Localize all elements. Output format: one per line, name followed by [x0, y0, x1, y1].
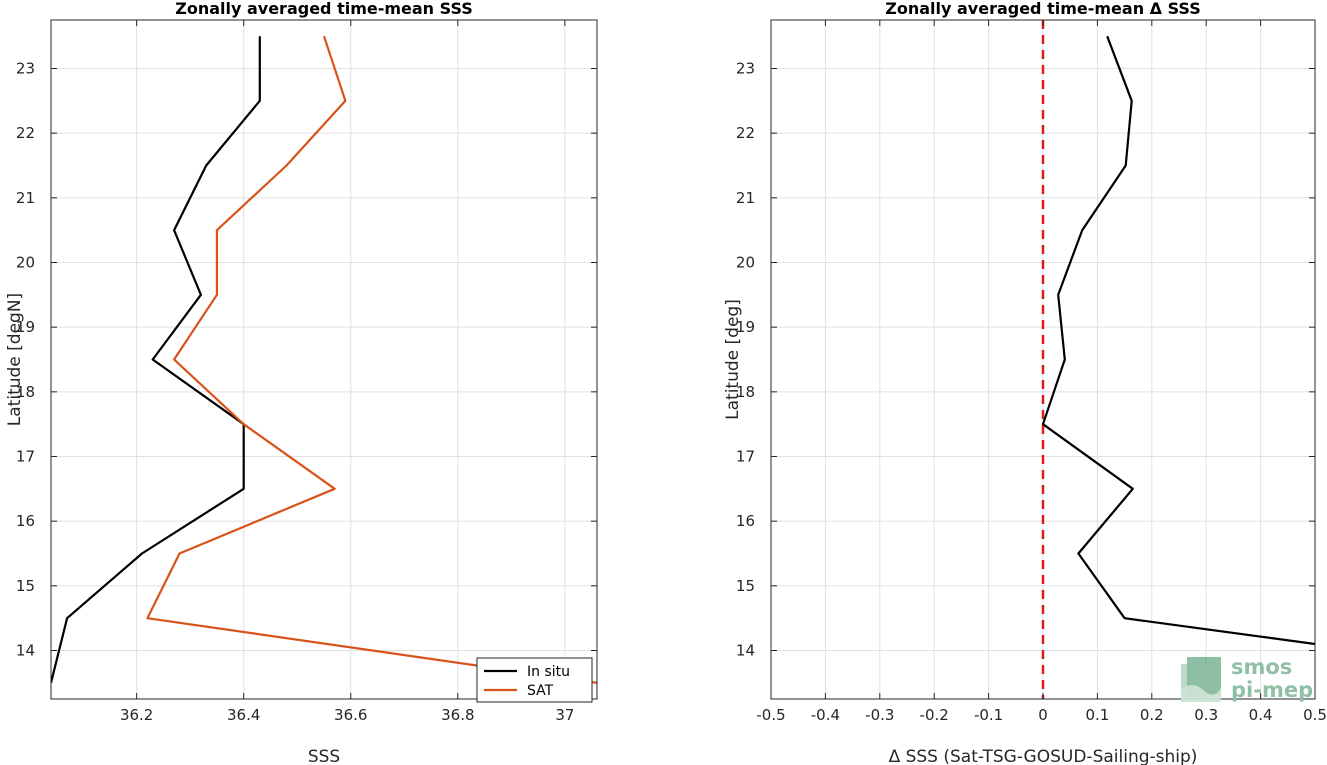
x-tick-label: 0.4 — [1249, 706, 1273, 724]
axes-box — [50, 19, 598, 700]
y-tick-label: 17 — [736, 448, 755, 466]
x-tick-label: 0.1 — [1085, 706, 1109, 724]
plot-area — [51, 20, 597, 699]
y-tick-label: 20 — [736, 254, 755, 272]
legend-entry: SAT — [527, 683, 554, 699]
series-line-in-situ — [51, 36, 261, 684]
y-tick-label: 15 — [16, 577, 35, 595]
series-line-sat — [146, 35, 597, 684]
left-panel-sss: 36.2 36.4 36.6 36.8 37 14 15 16 17 18 19 20 21 22 23 Zo… — [5, 0, 598, 765]
y-tick-label: 23 — [736, 60, 755, 78]
y-tick-label: 22 — [736, 124, 755, 142]
y-tick-label: 15 — [736, 577, 755, 595]
chart-title: Zonally averaged time-mean SSS — [175, 0, 473, 18]
x-tick-label: -0.4 — [811, 706, 840, 724]
y-tick-label: 20 — [16, 254, 35, 272]
y-tick-label: 14 — [736, 642, 755, 660]
y-tick-label: 21 — [16, 189, 35, 207]
chart-title: Zonally averaged time-mean Δ SSS — [885, 0, 1201, 18]
y-tick-label: 22 — [16, 124, 35, 142]
x-tick-label: 0.3 — [1194, 706, 1218, 724]
y-axis-label: Latitude [degN] — [5, 293, 25, 426]
y-tick-label: 14 — [16, 642, 35, 660]
x-tick-label: 36.2 — [120, 706, 153, 724]
y-tick-label: 19 — [736, 318, 755, 336]
x-axis-label: SSS — [308, 747, 340, 765]
y-tick-label: 19 — [16, 318, 35, 336]
x-tick-label: 36.6 — [334, 706, 367, 724]
x-axis-label: Δ SSS (Sat-TSG-GOSUD-Sailing-ship) — [889, 747, 1198, 765]
right-panel-delta-sss: -0.5 -0.4 -0.3 -0.2 -0.1 0 0.1 0.2 0.3 0.4 0.5 14 15… — [723, 0, 1327, 765]
x-tick-label: 36.4 — [227, 706, 260, 724]
series-line-delta-sss — [1041, 35, 1315, 646]
x-tick-label: -0.5 — [756, 706, 785, 724]
x-tick-label: -0.2 — [920, 706, 949, 724]
y-axis-label: Latitude [deg] — [723, 299, 743, 420]
y-tick-label: 17 — [16, 448, 35, 466]
x-tick-label: 37 — [555, 706, 574, 724]
x-tick-label: 0 — [1038, 706, 1048, 724]
y-tick-label: 16 — [736, 512, 755, 530]
y-tick-label: 18 — [736, 383, 755, 401]
smos-pi-mep-logo: smos pi-mep — [1181, 655, 1313, 702]
wave-block-icon — [1181, 657, 1221, 702]
y-tick-label: 18 — [16, 383, 35, 401]
x-tick-label: 0.5 — [1303, 706, 1327, 724]
x-tick-label: 0.2 — [1140, 706, 1164, 724]
x-tick-label: -0.3 — [865, 706, 894, 724]
x-tick-label: -0.1 — [974, 706, 1003, 724]
y-tick-label: 16 — [16, 512, 35, 530]
logo-line1: smos — [1231, 655, 1292, 679]
legend-entry: In situ — [527, 664, 570, 680]
logo-line2: pi-mep — [1231, 678, 1313, 702]
x-tick-label: 36.8 — [441, 706, 474, 724]
legend-box — [476, 657, 593, 703]
y-tick-label: 21 — [736, 189, 755, 207]
y-tick-label: 23 — [16, 60, 35, 78]
